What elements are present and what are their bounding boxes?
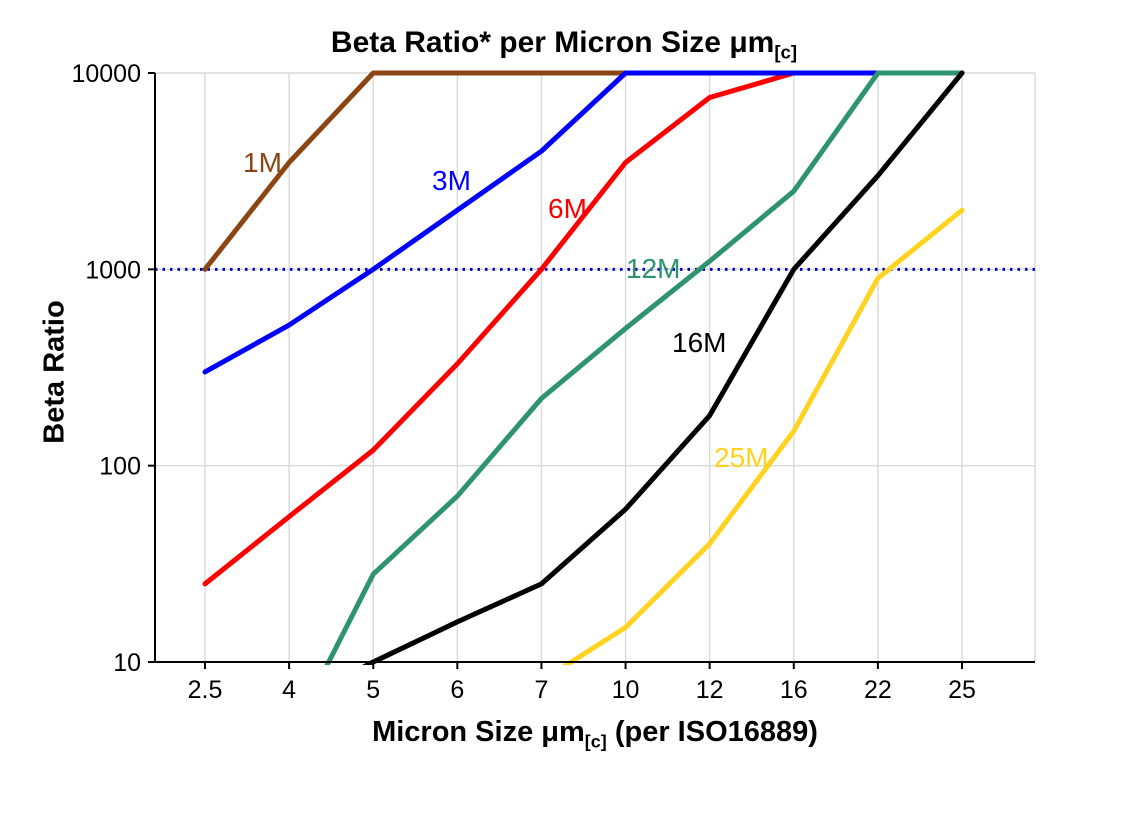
x-axis-label-text: Micron Size μm xyxy=(372,716,585,748)
x-tick-label: 22 xyxy=(864,676,892,704)
series-label-1m: 1M xyxy=(243,147,282,178)
series-label-25m: 25M xyxy=(714,442,768,473)
series-line-16m xyxy=(361,70,965,665)
x-tick-label: 12 xyxy=(696,676,724,704)
y-tick-label: 10 xyxy=(113,649,141,677)
chart-title-text: Beta Ratio* per Micron Size μm xyxy=(330,26,775,59)
series-line-25m xyxy=(561,207,965,665)
series-label-3m: 3M xyxy=(432,165,471,196)
series-line-12m xyxy=(324,70,965,665)
series-label-12m: 12M xyxy=(626,253,680,284)
x-tick-label: 6 xyxy=(450,676,464,704)
x-axis-label-subscript: [c] xyxy=(584,731,607,752)
x-tick-label: 10 xyxy=(612,676,640,704)
series-label-6m: 6M xyxy=(548,193,587,224)
y-tick-label: 1000 xyxy=(85,256,141,284)
x-tick-label: 7 xyxy=(534,676,548,704)
x-tick-label: 5 xyxy=(366,676,380,704)
x-axis-label-suffix: (per ISO16889) xyxy=(606,716,818,748)
y-axis-label: Beta Ratio xyxy=(38,300,71,444)
chart-title-subscript: [c] xyxy=(774,41,798,63)
x-axis-label: Micron Size μm[c] (per ISO16889) xyxy=(155,716,1035,752)
chart-title: Beta Ratio* per Micron Size μm[c] xyxy=(0,26,1128,64)
x-tick-label: 2.5 xyxy=(188,676,223,704)
x-tick-label: 16 xyxy=(780,676,808,704)
y-tick-label: 100 xyxy=(99,453,141,481)
x-tick-label: 4 xyxy=(282,676,296,704)
series-line-1m xyxy=(202,70,965,272)
y-tick-label: 10000 xyxy=(71,60,141,88)
series-group xyxy=(202,70,965,665)
series-line-3m xyxy=(202,70,965,375)
x-tick-label: 25 xyxy=(948,676,976,704)
series-label-16m: 16M xyxy=(672,327,726,358)
